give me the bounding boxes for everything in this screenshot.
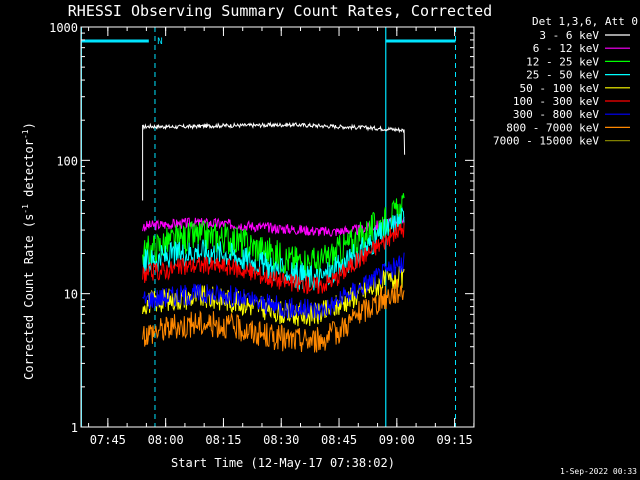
chart-title-group: RHESSI Observing Summary Count Rates, Co… — [68, 2, 492, 20]
series-line-7 — [142, 279, 405, 353]
y-axis-label-sup: -1 — [21, 204, 30, 214]
x-tick-label: 08:45 — [321, 433, 357, 447]
legend-label: 3 - 6 keV — [539, 29, 599, 42]
y-axis-ticks: 1 10 100 1000 — [49, 21, 474, 435]
x-tick-label: 09:15 — [437, 433, 473, 447]
y-tick-label: 100 — [56, 154, 78, 168]
x-axis-ticks: 07:45 08:00 08:15 08:30 08:45 09:00 09:15 — [88, 27, 475, 447]
series-group — [142, 121, 406, 353]
chart-title: RHESSI Observing Summary Count Rates, Co… — [68, 2, 492, 20]
legend-label: 6 - 12 keV — [533, 42, 600, 55]
x-axis-label: Start Time (12-May-17 07:38:02) — [171, 456, 395, 470]
x-tick-label: 08:30 — [263, 433, 299, 447]
y-tick-label: 10 — [64, 288, 78, 302]
footer-timestamp: 1-Sep-2022 00:33 — [560, 467, 637, 476]
legend-label: 800 - 7000 keV — [506, 121, 599, 134]
series-line-2 — [142, 193, 405, 278]
legend-header: Det 1,3,6, Att 0 — [532, 15, 638, 28]
series-line-5 — [142, 222, 405, 295]
series-line-0 — [142, 121, 406, 201]
legend-label: 50 - 100 keV — [520, 82, 600, 95]
y-axis-label: Corrected Count Rate (s-1 detector-1) — [21, 122, 36, 380]
legend-label: 25 - 50 keV — [526, 69, 599, 82]
series-line-6 — [142, 252, 405, 321]
x-tick-label: 08:00 — [148, 433, 184, 447]
y-tick-label: 1 — [71, 421, 78, 435]
legend-label: 12 - 25 keV — [526, 55, 599, 68]
plot-frame — [80, 26, 475, 428]
y-axis-label-close: ) — [22, 122, 36, 129]
x-tick-label: 07:45 — [90, 433, 126, 447]
overlay-flag-label: N — [157, 37, 162, 47]
y-axis-label-main: Corrected Count Rate (s — [22, 214, 36, 380]
legend-label: 100 - 300 keV — [513, 95, 599, 108]
x-tick-label: 08:15 — [205, 433, 241, 447]
y-axis-label-tail: detector — [22, 139, 36, 204]
y-tick-label: 1000 — [49, 21, 78, 35]
y-axis-label-tail-sup: -1 — [21, 129, 30, 139]
x-tick-label: 09:00 — [379, 433, 415, 447]
legend-label: 7000 - 15000 keV — [493, 135, 599, 148]
legend-label: 300 - 800 keV — [513, 108, 599, 121]
